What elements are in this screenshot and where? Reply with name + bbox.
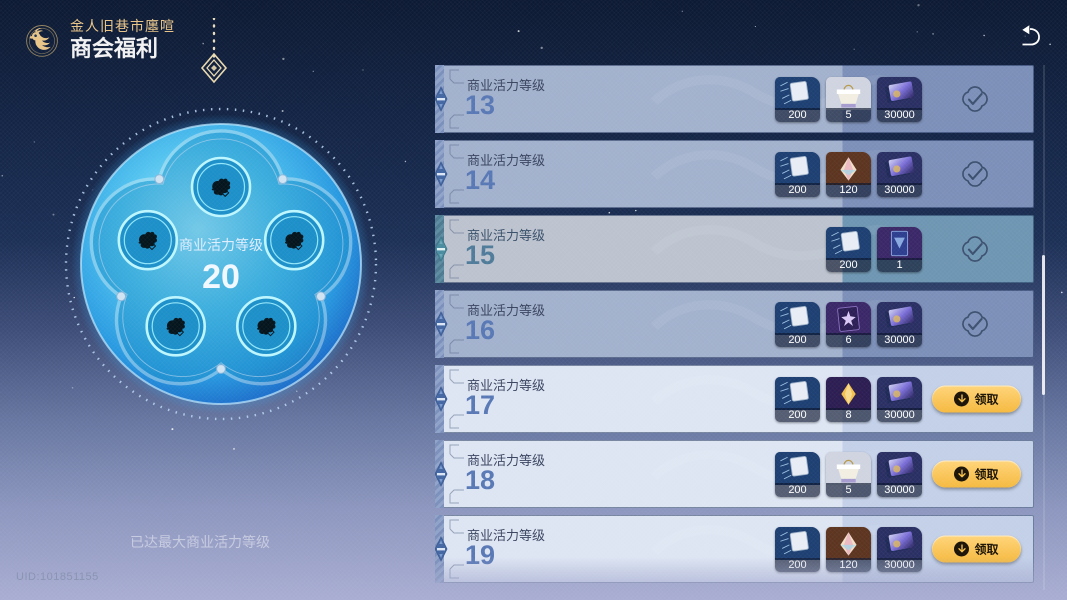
svg-text:20: 20 <box>202 258 240 296</box>
svg-text:商业活力等级: 商业活力等级 <box>179 237 263 253</box>
